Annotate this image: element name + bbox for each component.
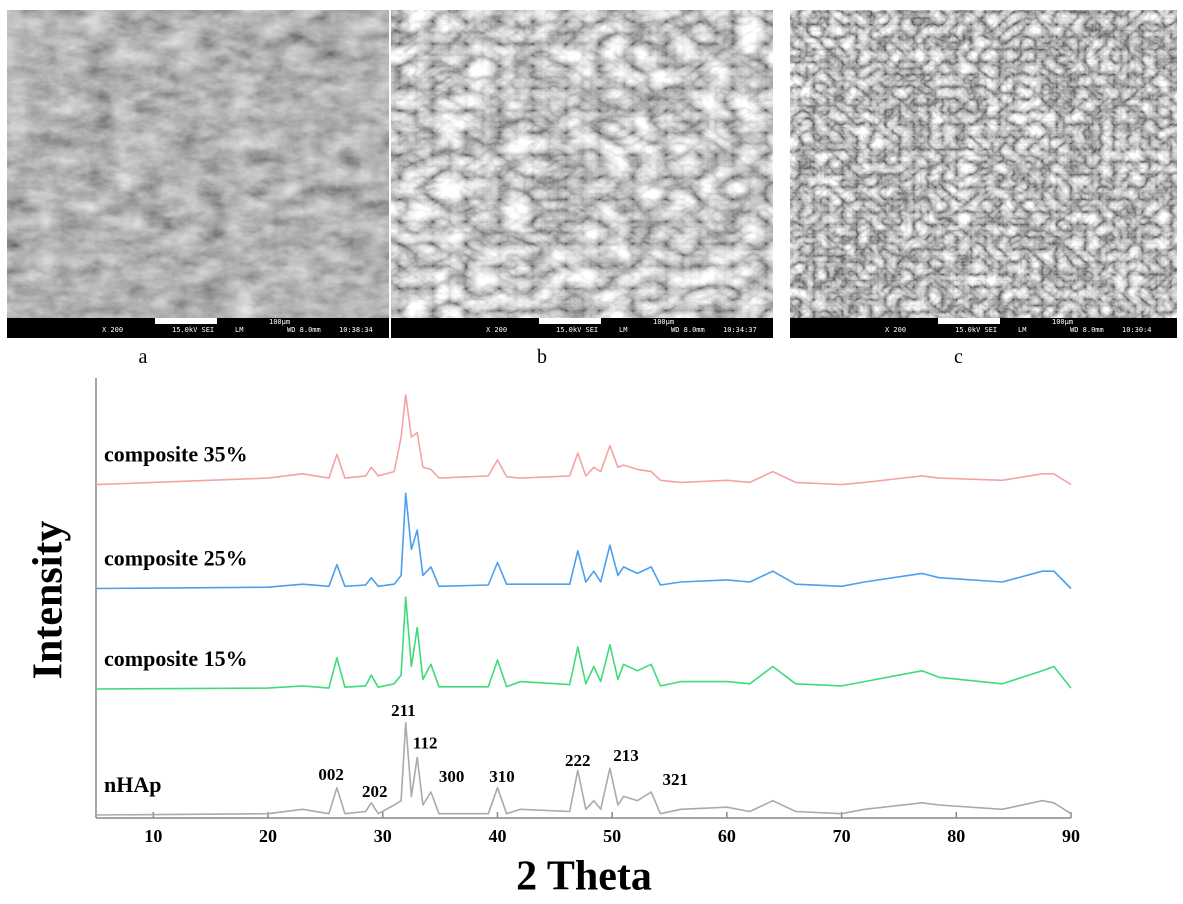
series-label: nHAp [104, 772, 161, 797]
peak-label: 202 [362, 782, 388, 801]
x-tick-label: 40 [488, 826, 506, 846]
working-distance: WD 8.0mm [1070, 326, 1104, 334]
x-tick-label: 20 [259, 826, 277, 846]
scale-bar [539, 318, 601, 324]
peak-label: 310 [489, 767, 515, 786]
x-tick-label: 70 [833, 826, 851, 846]
scale-text: 100µm [269, 318, 290, 326]
magnification: X 200 [486, 326, 507, 334]
sem-image: 100µm X 200 15.0kV SEI LM WD 8.0mm 10:38:34 a [7, 10, 389, 368]
x-tick-label: 50 [603, 826, 621, 846]
peak-label: 300 [439, 767, 465, 786]
working-distance: WD 8.0mm [671, 326, 705, 334]
time: 10:30:4 [1122, 326, 1152, 334]
voltage: 15.0kV SEI [955, 326, 997, 334]
sem-texture [790, 10, 1177, 318]
peak-label: 222 [565, 751, 591, 770]
peak-label: 213 [613, 746, 639, 765]
mode: LM [1018, 326, 1026, 334]
series-line [96, 493, 1071, 588]
y-axis-label: Intensity [26, 521, 72, 680]
panel-label: a [139, 346, 148, 368]
working-distance: WD 8.0mm [287, 326, 321, 334]
mode: LM [235, 326, 243, 334]
x-axis-label: 2 Theta [516, 854, 652, 900]
x-tick-label: 60 [718, 826, 736, 846]
x-tick-label: 10 [144, 826, 162, 846]
time: 10:34:37 [723, 326, 757, 334]
peak-label: 321 [663, 770, 689, 789]
x-tick-label: 80 [947, 826, 965, 846]
sem-image: 100µm X 200 15.0kV SEI LM WD 8.0mm 10:34:37 b [391, 10, 773, 368]
scale-text: 100µm [653, 318, 674, 326]
scale-bar [155, 318, 217, 324]
series-label: composite 25% [104, 546, 248, 571]
xrd-chart: Intensity 2 Theta 10 20 30 40 50 60 70 80 90 comp… [26, 378, 1080, 900]
series-line [96, 597, 1071, 689]
peak-label: 002 [318, 765, 344, 784]
voltage: 15.0kV SEI [172, 326, 214, 334]
scale-bar [938, 318, 1000, 324]
peak-label: 112 [413, 734, 438, 753]
voltage: 15.0kV SEI [556, 326, 598, 334]
magnification: X 200 [102, 326, 123, 334]
series-label: composite 35% [104, 442, 248, 467]
sem-image: 100µm X 200 15.0kV SEI LM WD 8.0mm 10:30:4 c [790, 10, 1177, 368]
x-tick-label: 30 [374, 826, 392, 846]
magnification: X 200 [885, 326, 906, 334]
panel-label: b [537, 346, 547, 368]
scale-text: 100µm [1052, 318, 1073, 326]
series-label: composite 15% [104, 646, 248, 671]
mode: LM [619, 326, 627, 334]
x-tick-label: 90 [1062, 826, 1080, 846]
peak-label: 211 [391, 701, 416, 720]
sem-texture [391, 10, 773, 318]
panel-label: c [954, 346, 963, 368]
sem-texture [7, 10, 389, 318]
figure: 100µmX 20015.0kV SEILMWD 8.0mm10:38:34a1… [0, 0, 1183, 904]
series-line [96, 395, 1071, 485]
time: 10:38:34 [339, 326, 373, 334]
